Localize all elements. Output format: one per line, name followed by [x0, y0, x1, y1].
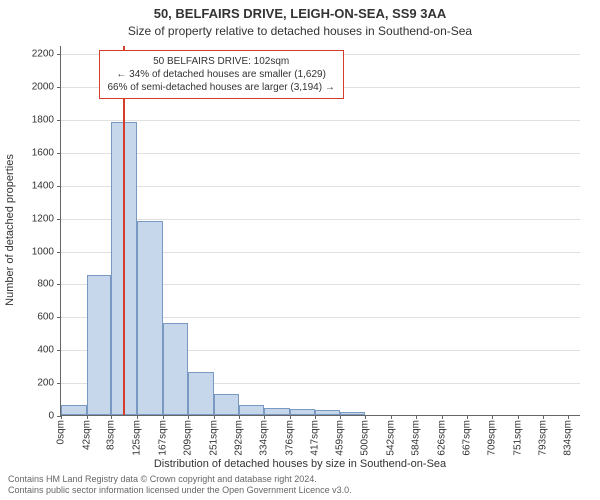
histogram-bar — [315, 410, 341, 415]
title-main: 50, BELFAIRS DRIVE, LEIGH-ON-SEA, SS9 3A… — [0, 6, 600, 21]
xtick-label: 376sqm — [284, 420, 295, 456]
ytick-mark — [57, 350, 61, 351]
ytick-label: 1400 — [6, 180, 54, 191]
histogram-bar — [214, 394, 239, 415]
ytick-mark — [57, 153, 61, 154]
xtick-mark — [188, 415, 189, 419]
ytick-mark — [57, 383, 61, 384]
histogram-bar — [87, 275, 112, 415]
xtick-mark — [290, 415, 291, 419]
xtick-label: 667sqm — [461, 420, 472, 456]
xtick-label: 251sqm — [208, 420, 219, 456]
histogram-bar — [188, 372, 214, 415]
xtick-mark — [340, 415, 341, 419]
xtick-label: 709sqm — [487, 420, 498, 456]
xtick-mark — [518, 415, 519, 419]
ytick-mark — [57, 87, 61, 88]
xtick-label: 42sqm — [81, 420, 92, 450]
ytick-label: 0 — [6, 411, 54, 422]
xtick-label: 292sqm — [233, 420, 244, 456]
xtick-mark — [467, 415, 468, 419]
xtick-label: 626sqm — [436, 420, 447, 456]
xtick-mark — [442, 415, 443, 419]
xtick-mark — [365, 415, 366, 419]
xtick-label: 751sqm — [512, 420, 523, 456]
ytick-mark — [57, 252, 61, 253]
xtick-mark — [492, 415, 493, 419]
ytick-label: 1800 — [6, 115, 54, 126]
xtick-label: 459sqm — [335, 420, 346, 456]
histogram-bar — [137, 221, 163, 415]
histogram-bar — [239, 405, 265, 415]
histogram-plot: 50 BELFAIRS DRIVE: 102sqm ← 34% of detac… — [60, 46, 580, 416]
xtick-label: 500sqm — [360, 420, 371, 456]
grid-line — [61, 120, 580, 121]
ytick-label: 2200 — [6, 49, 54, 60]
ytick-label: 800 — [6, 279, 54, 290]
xtick-label: 584sqm — [411, 420, 422, 456]
xtick-mark — [239, 415, 240, 419]
credits: Contains HM Land Registry data © Crown c… — [8, 474, 352, 496]
xtick-label: 417sqm — [309, 420, 320, 456]
xtick-label: 793sqm — [538, 420, 549, 456]
xtick-mark — [391, 415, 392, 419]
ytick-label: 1600 — [6, 147, 54, 158]
grid-line — [61, 153, 580, 154]
xtick-label: 209sqm — [183, 420, 194, 456]
histogram-bar — [163, 323, 189, 415]
ytick-label: 1000 — [6, 246, 54, 257]
xtick-mark — [111, 415, 112, 419]
annotation-line-2: ← 34% of detached houses are smaller (1,… — [108, 68, 335, 81]
xtick-label: 83sqm — [106, 420, 117, 450]
credit-line-2: Contains public sector information licen… — [8, 485, 352, 496]
ytick-mark — [57, 120, 61, 121]
histogram-bar — [290, 409, 315, 415]
grid-line — [61, 219, 580, 220]
xtick-mark — [568, 415, 569, 419]
annotation-line-3: 66% of semi-detached houses are larger (… — [108, 81, 335, 94]
xtick-mark — [264, 415, 265, 419]
xtick-mark — [87, 415, 88, 419]
ytick-label: 400 — [6, 345, 54, 356]
xtick-mark — [61, 415, 62, 419]
histogram-bar — [340, 412, 365, 415]
ytick-mark — [57, 186, 61, 187]
histogram-bar — [264, 408, 290, 415]
xtick-label: 542sqm — [385, 420, 396, 456]
annotation-line-1: 50 BELFAIRS DRIVE: 102sqm — [108, 55, 335, 68]
property-annotation: 50 BELFAIRS DRIVE: 102sqm ← 34% of detac… — [99, 50, 344, 99]
xtick-mark — [416, 415, 417, 419]
ytick-mark — [57, 219, 61, 220]
xtick-mark — [137, 415, 138, 419]
grid-line — [61, 186, 580, 187]
xtick-label: 167sqm — [157, 420, 168, 456]
histogram-bar — [61, 405, 87, 415]
xtick-label: 125sqm — [132, 420, 143, 456]
xtick-mark — [315, 415, 316, 419]
credit-line-1: Contains HM Land Registry data © Crown c… — [8, 474, 352, 485]
ytick-mark — [57, 317, 61, 318]
ytick-mark — [57, 284, 61, 285]
ytick-label: 200 — [6, 378, 54, 389]
ytick-label: 600 — [6, 312, 54, 323]
ytick-label: 2000 — [6, 82, 54, 93]
property-marker-line — [123, 46, 125, 415]
ytick-mark — [57, 54, 61, 55]
xtick-mark — [214, 415, 215, 419]
xtick-label: 0sqm — [56, 420, 67, 444]
xtick-mark — [543, 415, 544, 419]
xtick-mark — [163, 415, 164, 419]
xtick-label: 334sqm — [259, 420, 270, 456]
xtick-label: 834sqm — [563, 420, 574, 456]
title-sub: Size of property relative to detached ho… — [0, 24, 600, 38]
ytick-label: 1200 — [6, 213, 54, 224]
x-axis-label: Distribution of detached houses by size … — [0, 458, 600, 470]
